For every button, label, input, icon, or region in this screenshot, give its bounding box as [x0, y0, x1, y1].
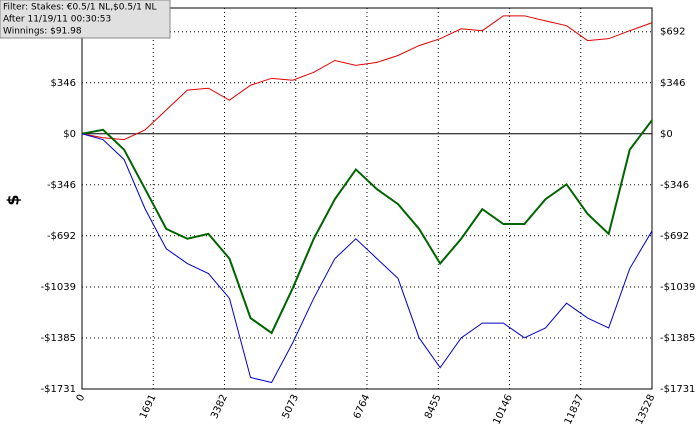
x-tick-label: 8455 [423, 393, 444, 421]
y-tick-label-right: $692 [660, 27, 685, 38]
y-tick-label-right: -$1385 [660, 333, 695, 344]
x-tick-label: 0 [75, 393, 88, 403]
y-tick-label-right: -$1039 [660, 282, 695, 293]
y-tick-label-right: -$346 [660, 180, 689, 191]
plot-frame [81, 7, 653, 390]
series-line [81, 119, 653, 335]
x-tick-label: 1691 [138, 393, 159, 421]
y-tick-label-right: -$1731 [660, 384, 695, 395]
y-tick-label: -$1385 [41, 333, 76, 344]
y-tick-label: -$1039 [41, 282, 76, 293]
y-tick-label: -$346 [47, 180, 76, 191]
y-tick-label-right: $346 [660, 78, 685, 89]
y-axis-label: $ [4, 194, 23, 205]
info-text: After 11/19/11 00:30:53 [3, 15, 111, 25]
info-box [0, 0, 171, 39]
series-line [81, 133, 653, 384]
y-tick-label-right: $0 [660, 129, 673, 140]
x-tick-label: 10146 [492, 393, 515, 426]
series-line [81, 15, 653, 141]
x-tick-label: 3382 [209, 393, 230, 421]
y-tick-label: $346 [51, 78, 76, 89]
x-tick-label: 11837 [563, 393, 586, 426]
y-tick-label-right: -$692 [660, 231, 689, 242]
info-text: Winnings: $91.98 [3, 27, 82, 37]
info-text: Filter: Stakes: €0.5/1 NL,$0.5/1 NL [3, 3, 156, 13]
y-tick-label: $0 [63, 129, 76, 140]
y-tick-label: -$1731 [41, 384, 76, 395]
x-tick-label: 13528 [634, 393, 657, 426]
x-tick-label: 6764 [352, 393, 373, 421]
x-tick-label: 5073 [280, 393, 301, 421]
y-tick-label: -$692 [47, 231, 76, 242]
